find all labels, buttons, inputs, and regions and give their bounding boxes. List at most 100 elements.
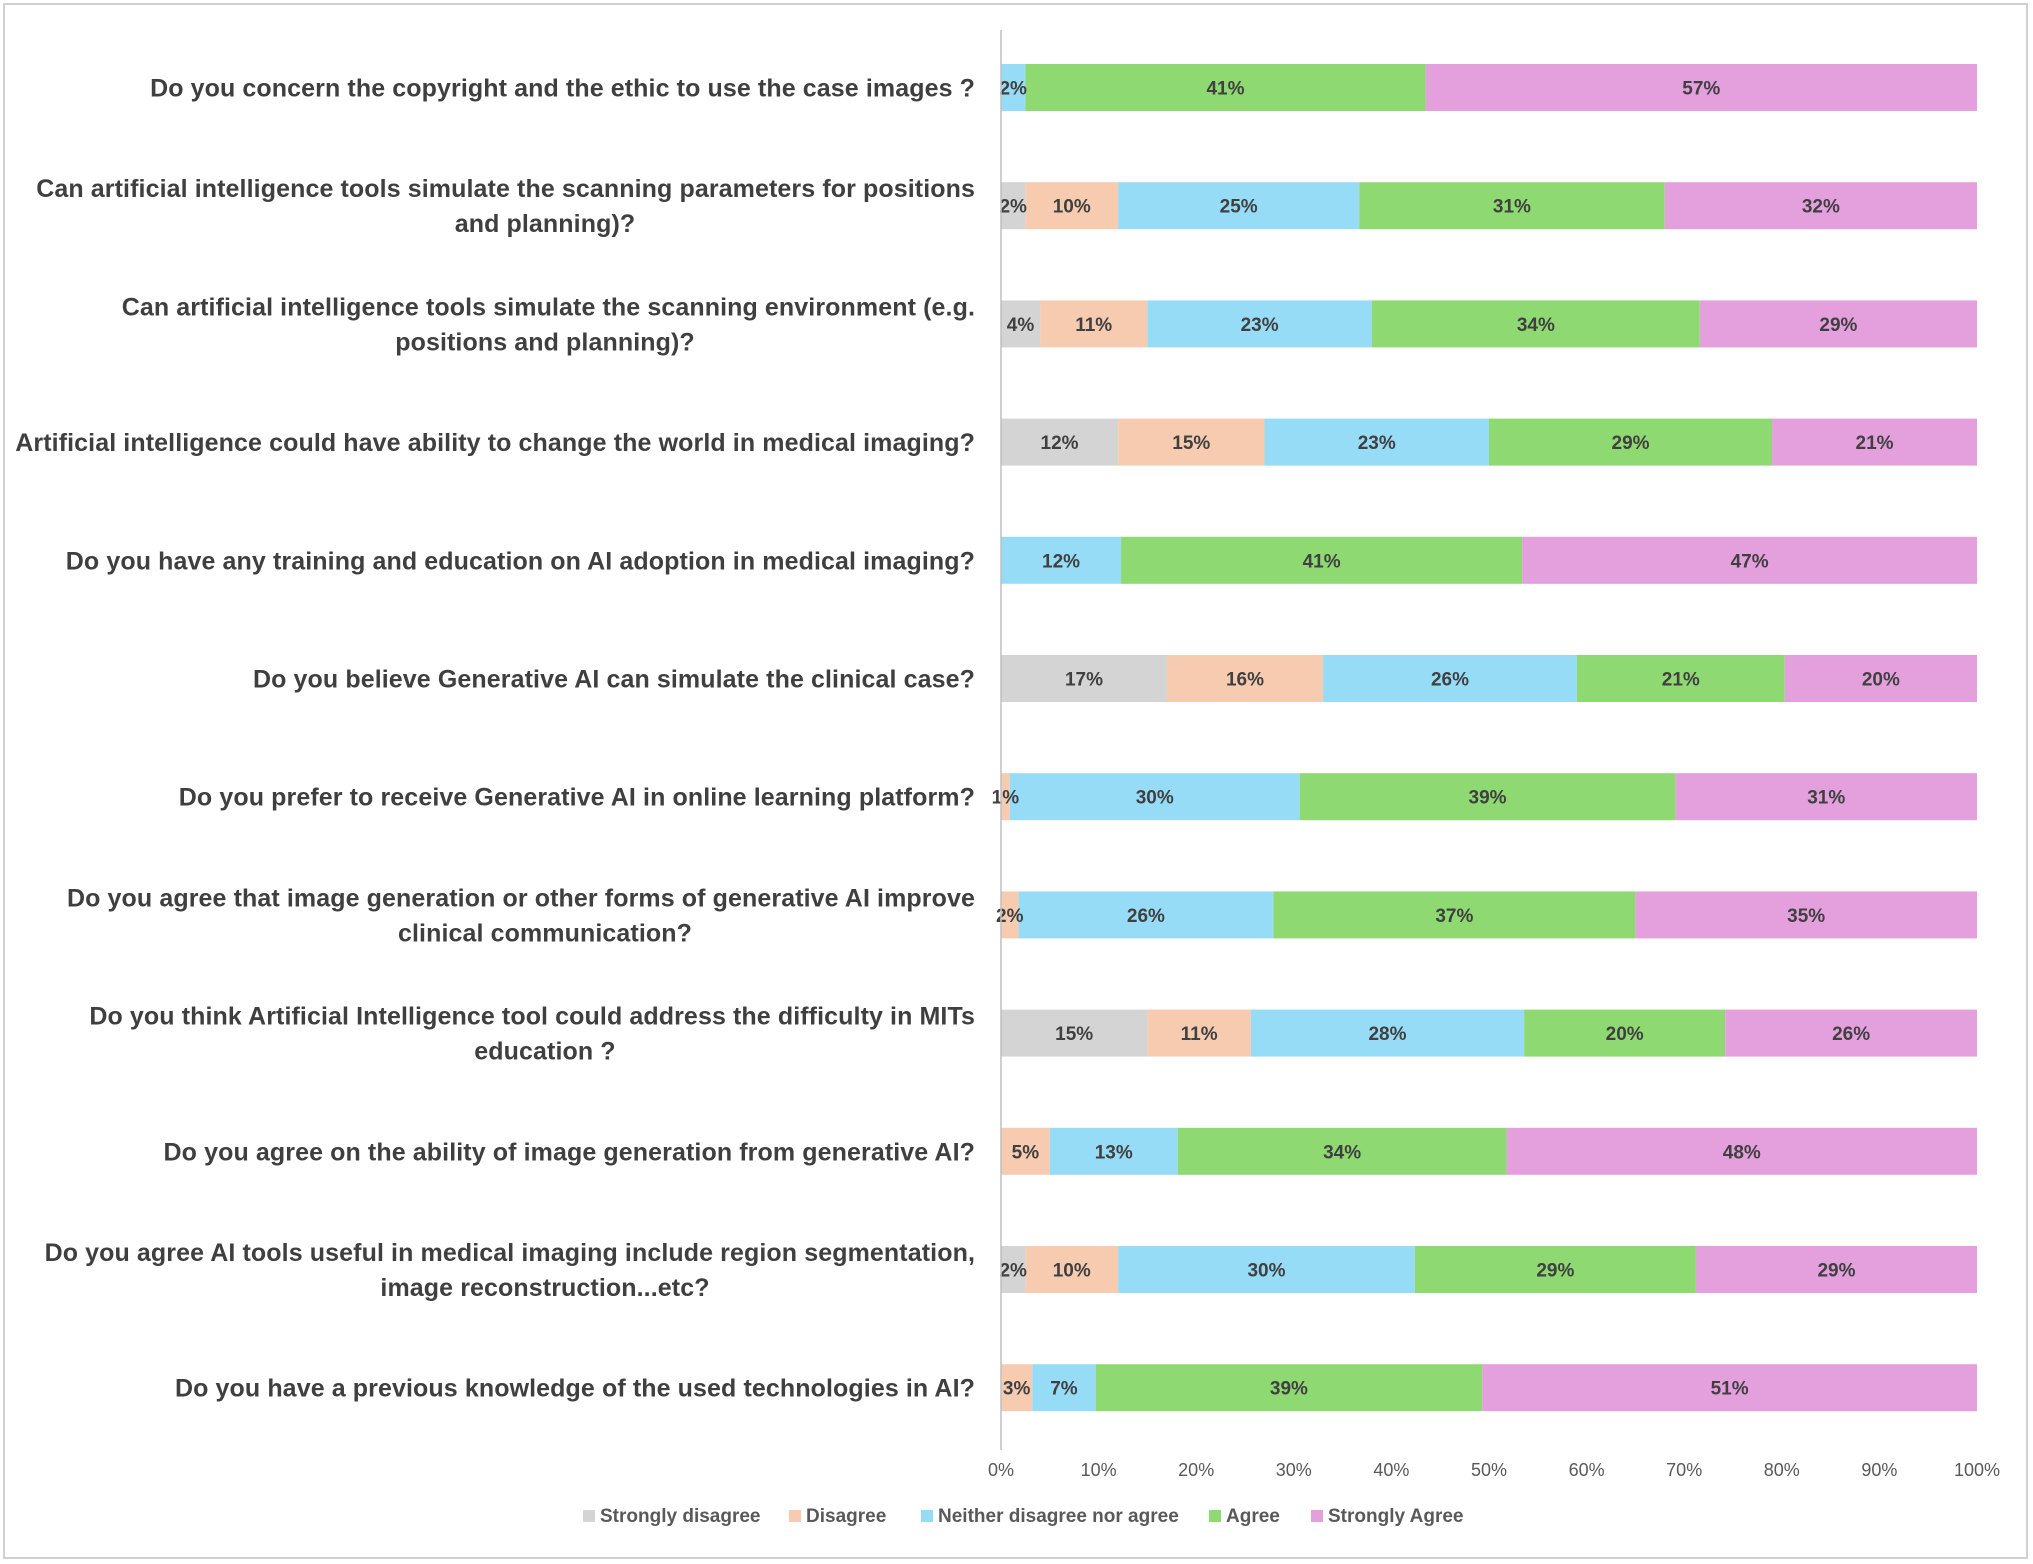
bar-segment-10-disagree [1001,1127,1050,1175]
category-label-7: Do you prefer to receive Generative AI i… [179,784,975,812]
bar-segment-8-disagree [1001,891,1019,939]
bar-segment-5-neither-disagree-nor-agree [1001,536,1122,584]
data-label: 15% [1172,433,1210,454]
bar-segment-7-neither-disagree-nor-agree [1009,773,1300,821]
data-label: 48% [1723,1142,1761,1163]
bar-segment-11-strongly-disagree [1001,1246,1026,1293]
bar-segment-4-strongly-disagree [1001,418,1119,466]
bar-segment-11-agree [1414,1246,1696,1293]
bar-segment-12-disagree [1001,1364,1033,1412]
data-label: 11% [1181,1024,1218,1045]
data-label: 2% [999,1261,1027,1282]
data-label: 11% [1075,315,1112,336]
data-label: 4% [1007,315,1035,336]
bar-segment-9-strongly-disagree [1001,1009,1148,1057]
data-label: 20% [1606,1024,1644,1045]
bar-segment-11-neither-disagree-nor-agree [1118,1246,1415,1293]
bar-segment-9-disagree [1147,1009,1251,1057]
data-label: 17% [1065,670,1103,691]
data-label: 51% [1711,1379,1749,1400]
data-label: 2% [999,79,1027,100]
bar-segment-5-agree [1121,536,1523,584]
data-label: 16% [1226,670,1264,691]
data-label: 39% [1270,1379,1308,1400]
bar-segment-6-agree [1576,655,1785,702]
data-label: 29% [1536,1261,1574,1282]
legend-swatch [1311,1510,1323,1522]
bar-segment-6-neither-disagree-nor-agree [1323,655,1577,702]
data-label: 35% [1787,906,1825,927]
data-label: 30% [1247,1261,1285,1282]
bar-segment-5-strongly-agree [1522,536,1977,584]
data-label: 57% [1682,79,1720,100]
bar-segment-6-strongly-agree [1784,655,1977,702]
x-tick-label: 30% [1276,1460,1312,1480]
data-label: 10% [1053,1261,1091,1282]
bar-segment-10-neither-disagree-nor-agree [1049,1127,1178,1175]
legend-swatch [921,1510,933,1522]
bar-segment-2-neither-disagree-nor-agree [1118,182,1360,230]
data-label: 26% [1127,906,1165,927]
category-label-11-line-2: image reconstruction...etc? [380,1274,709,1302]
data-label: 23% [1241,315,1279,336]
category-label-9-line-2: education ? [474,1038,615,1066]
legend-label: Strongly Agree [1328,1506,1464,1527]
bar-segment-12-agree [1095,1364,1483,1412]
bar-segment-10-strongly-agree [1506,1127,1977,1175]
category-label-8-line-2: clinical communication? [398,919,692,947]
data-label: 37% [1435,906,1473,927]
legend-swatch [1209,1510,1221,1522]
data-label: 2% [996,906,1024,927]
bar-segment-10-agree [1177,1127,1507,1175]
legend-label: Neither disagree nor agree [938,1506,1179,1527]
bar-segment-3-strongly-agree [1699,300,1977,348]
bar-segment-3-strongly-disagree [1001,300,1041,348]
category-label-4: Artificial intelligence could have abili… [15,429,975,457]
category-label-8-line-1: Do you agree that image generation or ot… [67,884,975,912]
bar-segment-3-agree [1371,300,1700,348]
x-tick-label: 90% [1861,1460,1897,1480]
category-label-1: Do you concern the copyright and the eth… [150,75,975,103]
data-label: 23% [1358,433,1396,454]
category-label-11-line-1: Do you agree AI tools useful in medical … [45,1239,975,1267]
legend: Strongly disagree Disagree Neither disagre… [583,1506,1464,1527]
data-label: 15% [1055,1024,1093,1045]
category-label-2-line-1: Can artificial intelligence tools simula… [36,175,975,203]
category-label-9-line-1: Do you think Artificial Intelligence too… [89,1003,975,1031]
bar-segment-7-disagree [1001,773,1010,821]
x-tick-label: 10% [1081,1460,1117,1480]
x-tick-label: 20% [1178,1460,1214,1480]
data-label: 1% [992,788,1020,809]
data-label: 47% [1731,551,1769,572]
data-label: 29% [1612,433,1650,454]
bar-segment-8-agree [1273,891,1636,939]
data-label: 39% [1469,788,1507,809]
data-label: 34% [1323,1142,1361,1163]
data-label: 20% [1862,670,1900,691]
legend-label: Agree [1226,1506,1280,1527]
data-label: 25% [1220,197,1258,218]
bar-segment-2-strongly-agree [1664,182,1977,230]
bar-segment-1-strongly-agree [1425,64,1977,111]
data-label: 29% [1817,1261,1855,1282]
bar-segment-7-strongly-agree [1675,773,1977,821]
bar-segment-2-disagree [1025,182,1119,230]
data-label: 26% [1431,670,1469,691]
x-tick-label: 40% [1373,1460,1409,1480]
bar-segment-11-strongly-agree [1695,1246,1977,1293]
bars-layer [1001,64,1977,1412]
bar-segment-1-agree [1025,64,1426,111]
bar-segment-2-agree [1359,182,1665,230]
bar-segment-6-strongly-disagree [1001,655,1167,702]
data-label: 2% [999,197,1027,218]
data-label: 32% [1802,197,1840,218]
bar-segment-2-strongly-disagree [1001,182,1026,230]
bar-segment-9-strongly-agree [1725,1009,1977,1057]
x-axis-ticks-layer: 0% 10% 20% 30% 40% 50% 60% 70% 80% 90% 100% [988,1460,2000,1480]
data-label: 21% [1662,670,1700,691]
x-tick-label: 70% [1666,1460,1702,1480]
bar-segment-7-agree [1299,773,1676,821]
bar-segment-4-neither-disagree-nor-agree [1264,418,1489,466]
category-labels-layer: Do you concern the copyright and the eth… [15,75,975,1403]
